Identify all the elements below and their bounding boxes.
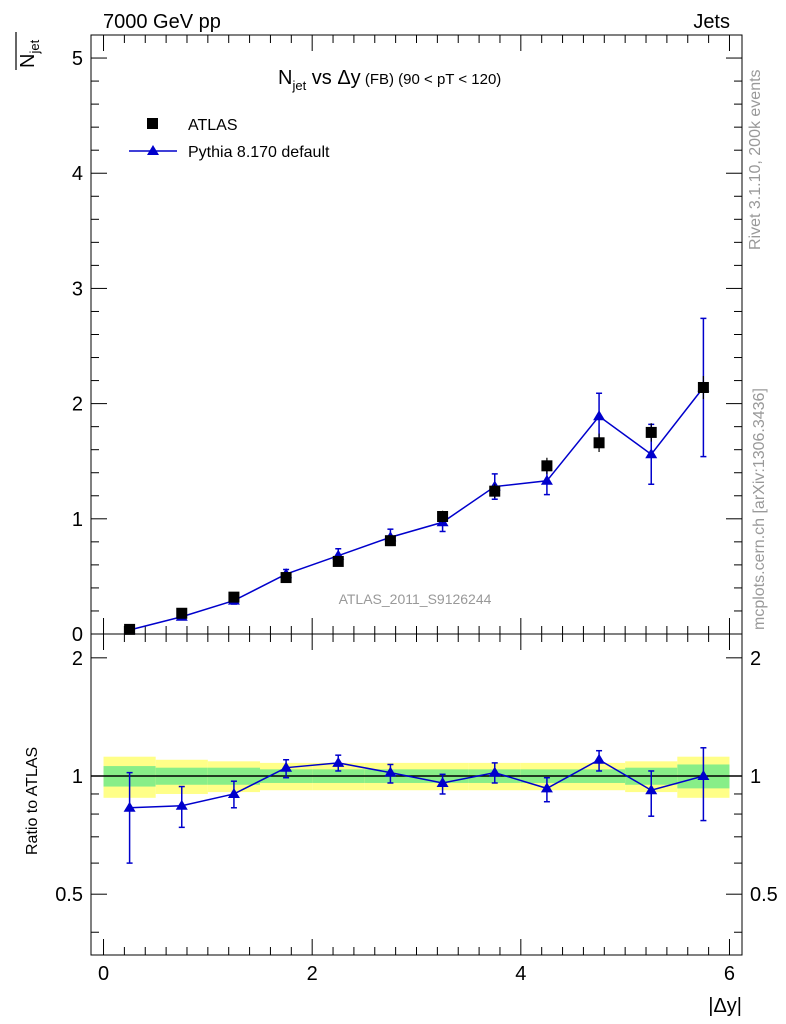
top-y-tick-label: 1 xyxy=(72,509,83,531)
x-tick-label: 4 xyxy=(515,963,526,985)
data-point xyxy=(593,437,605,449)
ratio-series-line xyxy=(129,758,704,809)
ratio-point xyxy=(175,799,188,810)
ratio-point xyxy=(540,782,553,793)
data-point xyxy=(176,607,188,619)
ratio-point xyxy=(645,784,658,795)
ratio-point xyxy=(697,770,710,781)
bottom-y-tick-label: 1 xyxy=(72,766,83,788)
mc-point xyxy=(593,410,606,421)
legend-mc-label: Pythia 8.170 default xyxy=(188,144,330,161)
data-point xyxy=(332,555,344,567)
data-point xyxy=(697,381,709,393)
title-delta: Δy xyxy=(337,67,360,89)
top-ylabel: Njet xyxy=(15,32,42,70)
mc-series-line xyxy=(129,387,704,631)
title-vs: vs xyxy=(306,67,337,89)
chart-title: Njet vs Δy (FB) (90 < pT < 120) xyxy=(278,67,501,93)
bottom-ylabel: Ratio to ATLAS xyxy=(24,747,41,855)
top-y-tick-label: 0 xyxy=(72,624,83,646)
ratio-point xyxy=(123,801,136,812)
bottom-y-tick-label: 0.5 xyxy=(55,884,83,906)
ratio-point xyxy=(227,787,240,798)
top-ylabel-sub: jet xyxy=(27,39,42,54)
legend: ATLAS Pythia 8.170 default xyxy=(129,117,330,161)
legend-data-marker xyxy=(147,118,158,129)
data-point xyxy=(384,535,396,547)
data-point xyxy=(280,572,292,584)
title-fb: (FB) xyxy=(361,71,394,88)
ratio-point xyxy=(280,761,293,772)
ratio-point xyxy=(436,776,449,787)
bottom-frame xyxy=(90,633,743,956)
top-ylabel-n: N xyxy=(17,54,39,68)
x-tick-label: 6 xyxy=(724,963,735,985)
data-point xyxy=(437,511,449,523)
top-y-tick-label: 2 xyxy=(72,394,83,416)
header-left: 7000 GeV pp xyxy=(103,11,221,33)
mc-point xyxy=(540,474,553,485)
bottom-y-tick-label: 2 xyxy=(72,648,83,670)
data-point xyxy=(541,460,553,472)
bottom-y-tick-label-right: 0.5 xyxy=(750,884,778,906)
title-n: N xyxy=(278,67,292,89)
ratio-point xyxy=(332,756,345,767)
bottom-y-tick-label-right: 2 xyxy=(750,648,761,670)
bottom-panel: 0.5 0.5 1 1 2 2 0 2 4 6 xyxy=(55,633,778,985)
legend-data-label: ATLAS xyxy=(188,117,238,134)
side-text-bottom: mcplots.cern.ch [arXiv:1306.3436] xyxy=(751,388,768,630)
top-y-tick-label: 4 xyxy=(72,163,83,185)
ratio-point xyxy=(384,766,397,777)
data-point xyxy=(645,426,657,438)
x-axis-label: |Δy| xyxy=(708,995,742,1017)
header-right: Jets xyxy=(693,11,730,33)
bottom-y-tick-label-right: 1 xyxy=(750,766,761,788)
x-tick-label: 2 xyxy=(307,963,318,985)
side-text-top: Rivet 3.1.10, 200k events xyxy=(747,69,764,250)
svg-text:Njet: Njet xyxy=(17,39,42,68)
data-point xyxy=(489,485,501,497)
ratio-point xyxy=(488,766,501,777)
top-y-tick-label: 3 xyxy=(72,278,83,300)
watermark: ATLAS_2011_S9126244 xyxy=(339,591,492,607)
mc-point xyxy=(645,448,658,459)
data-point xyxy=(228,591,240,603)
ratio-point xyxy=(593,753,606,764)
title-range: (90 < pT < 120) xyxy=(394,71,501,88)
data-point xyxy=(124,623,136,635)
x-tick-label: 0 xyxy=(98,963,109,985)
title-jet: jet xyxy=(291,78,306,93)
top-panel: 0 1 2 3 4 5 xyxy=(72,34,743,646)
top-y-tick-label: 5 xyxy=(72,48,83,70)
legend-mc-marker xyxy=(147,145,159,155)
